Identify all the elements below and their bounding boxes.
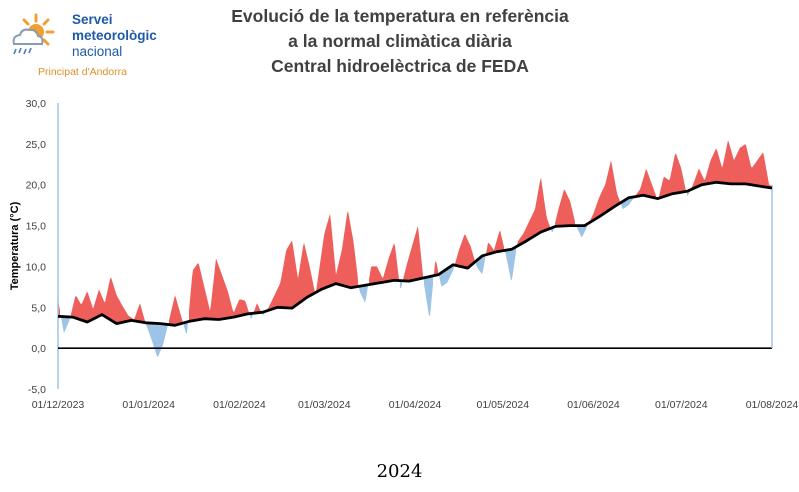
title-line-2: a la normal climàtica diària xyxy=(288,31,512,51)
below-normal-area-1 xyxy=(146,322,168,357)
above-normal-area-4 xyxy=(254,303,261,314)
x-tick-labels: 01/12/2023 01/01/2024 01/02/2024 01/03/2024… xyxy=(32,399,799,411)
x-tick-label: 01/03/2024 xyxy=(298,399,351,411)
above-normal-area-11 xyxy=(517,177,550,247)
sun-cloud-rain-icon xyxy=(12,13,55,55)
logo-text-line2: meteorològic xyxy=(72,28,157,43)
y-tick-label: 30,0 xyxy=(26,98,47,110)
above-normal-area-7 xyxy=(403,226,423,282)
above-normal-area-3 xyxy=(189,258,249,322)
x-tick-label: 01/06/2024 xyxy=(567,399,620,411)
y-tick-label: 20,0 xyxy=(26,180,47,192)
x-tick-label: 01/08/2024 xyxy=(746,399,799,411)
above-normal-area-12 xyxy=(555,189,575,227)
logo-text-line1: Servei xyxy=(72,12,113,27)
y-tick-label: 5,0 xyxy=(31,302,46,314)
above-normal-area-9 xyxy=(455,234,475,268)
title-line-3: Central hidroelèctrica de FEDA xyxy=(271,56,529,76)
above-normal-area-2 xyxy=(169,295,183,326)
above-normal-area-8 xyxy=(434,260,438,276)
below-normal-area-5 xyxy=(359,284,368,303)
above-normal-area-16 xyxy=(691,140,772,190)
y-tick-label: 25,0 xyxy=(26,139,47,151)
y-tick-label: -5,0 xyxy=(28,384,46,396)
below-normal-area-10 xyxy=(505,246,516,280)
title-line-1: Evolució de la temperatura en referència xyxy=(231,6,569,26)
above-normal-areas xyxy=(58,140,772,326)
y-tick-label: 10,0 xyxy=(26,261,47,273)
y-tick-label: 0,0 xyxy=(31,343,46,355)
below-normal-area-13 xyxy=(621,196,634,210)
above-normal-area-14 xyxy=(635,169,656,199)
x-tick-label: 01/01/2024 xyxy=(122,399,175,411)
y-axis-label: Temperatura (°C) xyxy=(9,201,21,290)
below-normal-area-2 xyxy=(184,321,188,334)
y-tick-label: 15,0 xyxy=(26,221,47,233)
footer-year: 2024 xyxy=(376,461,423,482)
logo-subtitle: Principat d'Andorra xyxy=(38,66,127,78)
below-normal-area-8 xyxy=(439,264,454,287)
below-normal-area-7 xyxy=(424,275,433,316)
above-normal-area-6 xyxy=(369,243,399,285)
above-normal-area-1 xyxy=(71,277,145,324)
x-tick-label: 01/07/2024 xyxy=(655,399,708,411)
normal-line-layer xyxy=(57,180,773,327)
y-tick-labels: -5,0 0,0 5,0 10,0 15,0 20,0 25,0 30,0 xyxy=(26,98,47,396)
chart-title: Evolució de la temperatura en referència… xyxy=(170,4,630,79)
x-tick-label: 01/12/2023 xyxy=(32,399,85,411)
normal-line xyxy=(57,180,773,327)
below-normal-area-6 xyxy=(400,280,402,289)
below-normal-area-12 xyxy=(576,223,588,238)
x-tick-label: 01/02/2024 xyxy=(213,399,266,411)
chart-axes xyxy=(57,103,773,389)
above-normal-area-5 xyxy=(266,210,358,312)
logo-text-line3: nacional xyxy=(72,44,123,59)
above-normal-area-10 xyxy=(486,230,504,255)
logo: Servei meteorològic nacional Principat d… xyxy=(6,8,166,80)
x-tick-label: 01/04/2024 xyxy=(389,399,442,411)
below-normal-area-0 xyxy=(61,316,70,334)
x-tick-label: 01/05/2024 xyxy=(477,399,530,411)
above-normal-area-15 xyxy=(659,153,686,199)
